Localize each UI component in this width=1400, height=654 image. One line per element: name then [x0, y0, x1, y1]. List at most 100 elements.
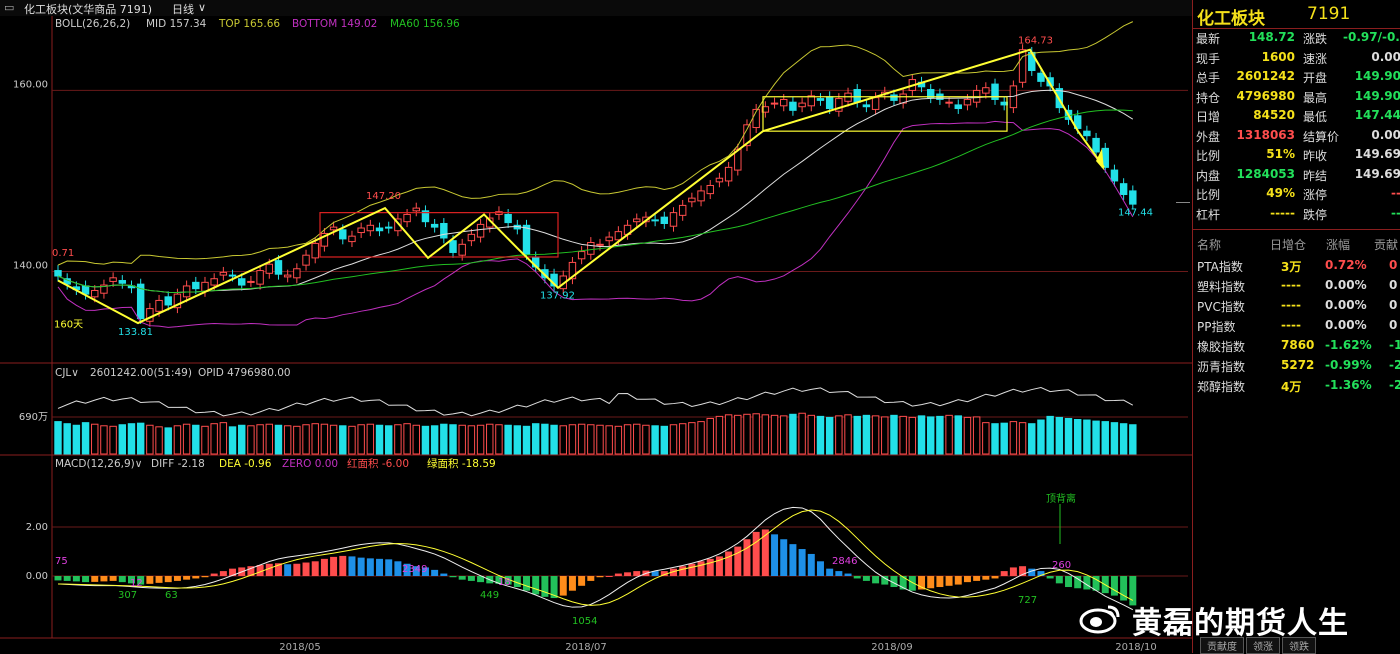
candle-up — [458, 243, 466, 256]
col-name[interactable]: 名称 — [1197, 238, 1222, 252]
scroll-marker — [1176, 202, 1190, 203]
candle-down — [1037, 72, 1045, 82]
candle-up — [605, 236, 613, 242]
consolidation-box — [762, 96, 1008, 132]
list-item[interactable]: 塑料指数 ---- 0.00% 0 — [1193, 276, 1400, 296]
volume-bar-up — [155, 426, 163, 455]
period-selector[interactable]: 日线 — [172, 3, 194, 16]
macd-bar — [440, 573, 448, 576]
candle-up — [871, 97, 880, 110]
candle-up — [412, 207, 420, 212]
macd-label: 1054 — [572, 616, 597, 627]
macd-bar — [91, 576, 99, 582]
candle-down — [1073, 115, 1082, 129]
candle-up — [697, 190, 705, 202]
kline-chart[interactable]: 160.00 140.00 147.20 133.81 137.92 164.73 147.… — [0, 16, 1192, 653]
col-vol[interactable]: 日增仓 — [1270, 238, 1307, 252]
candle-up — [835, 98, 843, 112]
volume-bar-down — [136, 422, 145, 455]
candle-up — [91, 289, 99, 298]
list-item[interactable]: PTA指数 3万 0.72% 0 — [1193, 256, 1400, 276]
candle-down — [421, 210, 430, 223]
candle-down — [375, 227, 384, 232]
macd-bar — [890, 576, 898, 588]
macd-bar — [1000, 571, 1008, 576]
volume-bar-up — [283, 425, 292, 455]
item-vol: ---- — [1281, 278, 1301, 292]
volume-bar-down — [1064, 417, 1073, 455]
macd-bar — [256, 564, 264, 576]
volume-bar-up — [412, 424, 420, 455]
col-pct[interactable]: 涨幅 — [1326, 238, 1351, 252]
macd-tick-label: 2.00 — [26, 522, 48, 533]
menu-icon[interactable]: ▭ — [4, 1, 15, 14]
macd-bar — [1046, 576, 1054, 579]
volume-bar-down — [1110, 422, 1119, 455]
candle-up — [945, 101, 953, 104]
volume-bar-down — [1055, 416, 1064, 455]
volume-tick-label: 690万 — [19, 412, 48, 423]
candle-up — [109, 277, 117, 282]
quote-row: 外盘 1318063 结算价 0.00 — [1193, 128, 1400, 147]
quote-value: 149.69 — [1354, 147, 1400, 161]
volume-bar-up — [247, 425, 255, 455]
macd-dea-line — [57, 509, 1134, 606]
quote-label: 最高 — [1303, 90, 1328, 105]
volume-bar-down — [522, 425, 531, 455]
candle-up — [357, 227, 365, 234]
volume-bar-up — [495, 424, 503, 455]
quote-value: 149.69 — [1354, 166, 1400, 181]
volume-bar-up — [568, 424, 577, 455]
macd-legend: 绿面积 -18.59 — [427, 457, 496, 470]
volume-bar-up — [329, 424, 338, 455]
macd-bar — [293, 563, 301, 576]
quote-label: 总手 — [1196, 71, 1221, 85]
quote-label: 昨收 — [1303, 149, 1328, 163]
volume-bar-down — [513, 425, 522, 455]
item-pct: -1.36% — [1325, 378, 1372, 392]
candle-down — [816, 98, 825, 101]
boll-legend: MA60 156.96 — [390, 18, 460, 30]
list-item[interactable]: 郑醇指数 4万 -1.36% -2 — [1193, 376, 1400, 396]
candle-up — [568, 261, 577, 280]
quote-panel: 化工板块 7191 最新 148.72 涨跌 -0.97/-0.65% 现手 1600 速涨… — [1192, 0, 1400, 653]
macd-bar — [330, 556, 338, 576]
candle-up — [256, 270, 264, 285]
macd-bar — [991, 576, 999, 579]
macd-bar — [816, 561, 824, 576]
candle-down — [853, 89, 861, 103]
macd-bar — [862, 576, 870, 581]
volume-bar-up — [219, 422, 228, 455]
volume-bar-up — [486, 423, 494, 455]
col-contrib[interactable]: 贡献 — [1374, 238, 1399, 252]
volume-bar-up — [633, 423, 641, 455]
volume-bar-up — [972, 416, 981, 455]
volume-bar-down — [1037, 419, 1045, 455]
list-item[interactable]: 沥青指数 5272 -0.99% -2 — [1193, 356, 1400, 376]
macd-legend: ZERO 0.00 — [282, 458, 338, 470]
instrument-title[interactable]: 化工板块(文华商品 7191) — [24, 3, 153, 16]
boll-legend: BOLL(26,26,2) — [55, 18, 130, 30]
candle-down — [926, 89, 935, 99]
volume-bar-up — [642, 424, 650, 455]
volume-bar-up — [871, 415, 880, 455]
candle-up — [265, 263, 274, 274]
item-pct: 0.00% — [1325, 318, 1367, 332]
quote-value: 2601242 — [1236, 69, 1295, 83]
candle-down — [339, 229, 347, 240]
candle-up — [780, 98, 788, 107]
volume-bar-down — [853, 415, 861, 455]
volume-bar-down — [1000, 422, 1008, 455]
macd-bar — [670, 568, 677, 576]
chevron-down-icon[interactable]: ∨ — [198, 1, 207, 14]
list-item[interactable]: 橡胶指数 7860 -1.62% -1 — [1193, 336, 1400, 356]
list-item[interactable]: PVC指数 ---- 0.00% 0 — [1193, 296, 1400, 316]
item-name: PTA指数 — [1197, 260, 1243, 274]
volume-bar-up — [256, 424, 264, 455]
list-item[interactable]: PP指数 ---- 0.00% 0 — [1193, 316, 1400, 336]
macd-bar — [532, 576, 540, 595]
macd-bar — [918, 576, 926, 590]
quote-row: 杠杆 ----- 跌停 -- — [1193, 206, 1400, 225]
quote-label: 速涨 — [1303, 51, 1328, 66]
macd-bar — [936, 576, 944, 588]
